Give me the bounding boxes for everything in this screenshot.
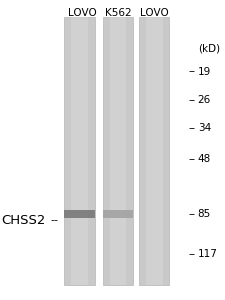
Text: 26: 26 — [197, 95, 210, 105]
Text: 85: 85 — [197, 209, 210, 219]
Text: K562: K562 — [105, 8, 131, 17]
Text: --: -- — [188, 249, 195, 259]
Bar — [102, 210, 133, 218]
Bar — [64, 16, 94, 285]
Bar — [145, 16, 162, 285]
Bar — [109, 16, 126, 285]
Text: (kD): (kD) — [197, 44, 219, 54]
Text: --: -- — [188, 209, 195, 219]
Bar — [138, 16, 169, 285]
Text: LOVO: LOVO — [68, 8, 97, 17]
Text: --: -- — [188, 154, 195, 164]
Text: LOVO: LOVO — [140, 8, 169, 17]
Text: 48: 48 — [197, 154, 210, 164]
Text: --: -- — [188, 123, 195, 133]
Bar — [64, 210, 94, 218]
Text: --: -- — [188, 95, 195, 105]
Bar — [71, 16, 88, 285]
Text: --: -- — [51, 215, 58, 226]
Text: 117: 117 — [197, 249, 217, 259]
Text: --: -- — [188, 67, 195, 76]
Text: 34: 34 — [197, 123, 210, 133]
Text: CHSS2: CHSS2 — [2, 214, 46, 227]
Bar — [102, 16, 133, 285]
Text: 19: 19 — [197, 67, 210, 76]
